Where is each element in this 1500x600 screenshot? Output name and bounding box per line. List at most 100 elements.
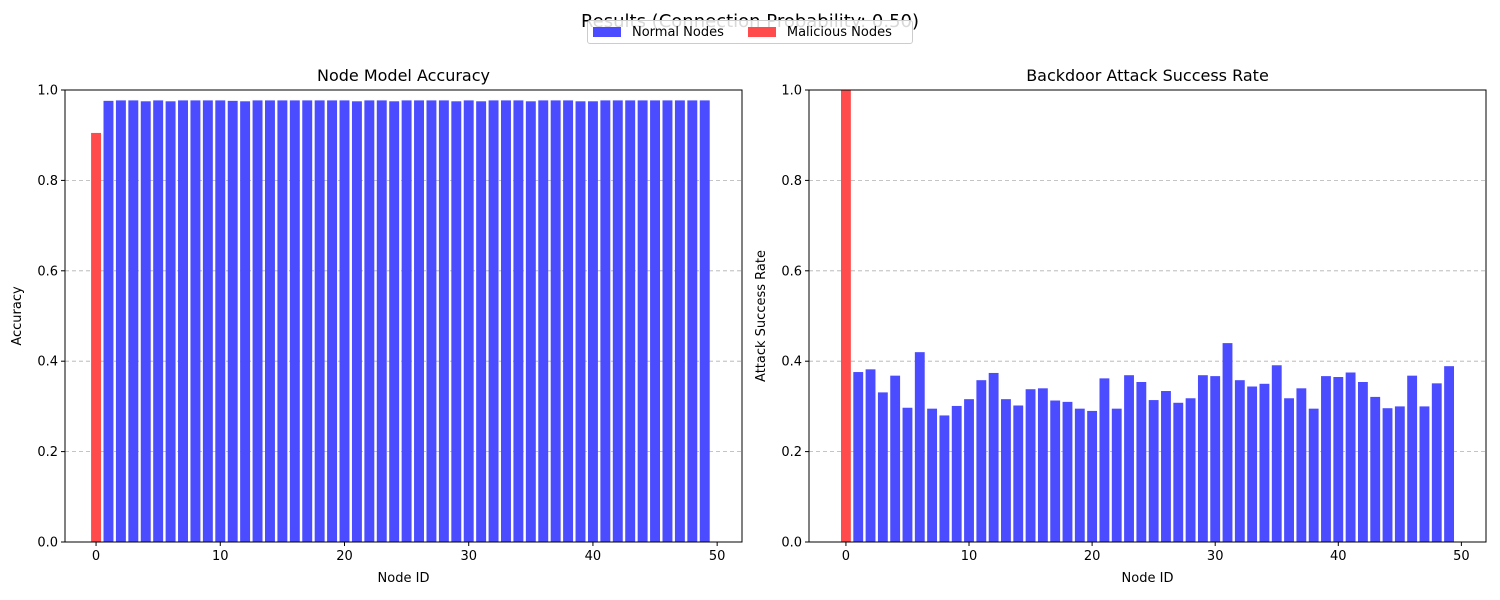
attack-bar-node-15 xyxy=(1025,389,1036,542)
accuracy-bar-node-32 xyxy=(488,100,499,543)
accuracy-bar-node-29 xyxy=(451,101,462,543)
attack-bar-node-11 xyxy=(976,380,987,542)
attack-bar-node-42 xyxy=(1357,381,1368,542)
accuracy-xtick-label: 0 xyxy=(92,549,100,564)
attack-bar-node-44 xyxy=(1382,408,1393,542)
accuracy-bar-node-37 xyxy=(550,100,561,543)
accuracy-bar-node-30 xyxy=(463,100,474,543)
attack-ytick-label: 0.8 xyxy=(781,174,802,189)
attack-xtick-label: 30 xyxy=(1207,549,1224,564)
attack-ytick-label: 0.2 xyxy=(781,445,802,460)
attack-bar-node-35 xyxy=(1271,365,1282,542)
attack-bar-node-49 xyxy=(1444,366,1454,542)
attack-xtick-label: 40 xyxy=(1330,549,1347,564)
attack-bar-node-7 xyxy=(927,408,938,542)
accuracy-bar-node-38 xyxy=(563,100,574,543)
attack-x-axis-label: Node ID xyxy=(1122,571,1174,586)
accuracy-bar-node-46 xyxy=(662,100,673,543)
accuracy-bar-node-21 xyxy=(351,101,362,543)
attack-bar-node-27 xyxy=(1173,402,1184,542)
attack-bar-node-8 xyxy=(939,415,950,542)
attack-plot-frame xyxy=(808,89,1487,543)
attack-xtick-label: 50 xyxy=(1453,549,1470,564)
accuracy-bar-node-47 xyxy=(674,100,685,543)
accuracy-bar-node-41 xyxy=(600,100,611,543)
legend: Normal Nodes Malicious Nodes xyxy=(587,20,913,44)
accuracy-bar-node-6 xyxy=(165,101,176,543)
accuracy-x-axis-label: Node ID xyxy=(378,571,430,586)
accuracy-y-axis-label: Accuracy xyxy=(10,286,25,346)
attack-bar-node-32 xyxy=(1234,380,1245,542)
accuracy-bar-node-13 xyxy=(252,100,263,543)
accuracy-bar-node-9 xyxy=(202,100,213,543)
attack-bar-node-45 xyxy=(1394,406,1405,542)
accuracy-xtick-label: 20 xyxy=(336,549,353,564)
attack-bar-node-14 xyxy=(1013,405,1024,542)
attack-bar-node-30 xyxy=(1210,376,1221,542)
attack-bar-node-43 xyxy=(1370,396,1381,542)
accuracy-bar-node-17 xyxy=(302,100,313,543)
accuracy-bar-node-42 xyxy=(612,100,623,543)
attack-bar-node-9 xyxy=(951,405,962,542)
attack-bar-node-12 xyxy=(988,372,999,542)
accuracy-bar-node-18 xyxy=(314,100,325,543)
attack-y-axis-label: Attack Success Rate xyxy=(754,250,769,382)
accuracy-bar-node-4 xyxy=(140,101,151,543)
accuracy-bar-node-43 xyxy=(625,100,636,543)
attack-bar-node-16 xyxy=(1037,388,1048,542)
attack-bar-node-6 xyxy=(914,352,925,542)
accuracy-bar-node-27 xyxy=(426,100,437,543)
accuracy-xtick-label: 50 xyxy=(709,549,726,564)
attack-bar-node-18 xyxy=(1062,401,1073,542)
attack-ytick-label: 1.0 xyxy=(781,84,802,99)
accuracy-bar-node-1 xyxy=(103,100,114,543)
accuracy-bar-node-49 xyxy=(699,100,710,543)
legend-item-malicious: Malicious Nodes xyxy=(747,24,892,40)
accuracy-bar-node-15 xyxy=(277,100,288,543)
accuracy-bar-node-28 xyxy=(438,100,449,543)
accuracy-bar-node-35 xyxy=(525,101,536,543)
attack-bar-node-38 xyxy=(1308,408,1319,542)
legend-label-malicious: Malicious Nodes xyxy=(786,24,892,40)
attack-bar-node-22 xyxy=(1111,408,1122,542)
attack-bar-node-19 xyxy=(1074,408,1085,542)
attack-bar-node-36 xyxy=(1284,398,1294,542)
accuracy-bar-node-14 xyxy=(264,100,275,543)
accuracy-bar-node-40 xyxy=(587,101,598,543)
attack-bar-node-17 xyxy=(1050,400,1061,542)
accuracy-bar-node-8 xyxy=(190,100,201,543)
attack-bar-node-25 xyxy=(1148,400,1159,542)
accuracy-bar-node-31 xyxy=(476,101,487,543)
attack-xtick-label: 10 xyxy=(961,549,978,564)
accuracy-xtick-label: 10 xyxy=(212,549,229,564)
accuracy-bar-node-16 xyxy=(289,100,300,543)
attack-xtick-label: 0 xyxy=(842,549,850,564)
attack-bar-node-37 xyxy=(1296,388,1307,542)
accuracy-bar-node-12 xyxy=(240,101,251,543)
accuracy-plot-frame xyxy=(64,89,743,543)
attack-bar-node-26 xyxy=(1161,391,1171,542)
accuracy-bar-node-7 xyxy=(178,100,188,543)
attack-bar-node-34 xyxy=(1259,383,1270,542)
accuracy-bar-node-33 xyxy=(501,100,511,543)
accuracy-bar-node-5 xyxy=(153,100,164,543)
accuracy-chart: 0 10 20 30 40 50 0.0 0.2 0.4 0.6 0.8 1.0 Node Model … xyxy=(10,66,743,586)
accuracy-xtick-label: 40 xyxy=(585,549,602,564)
accuracy-ytick-label: 0.2 xyxy=(37,445,58,460)
attack-bar-node-2 xyxy=(865,369,876,542)
accuracy-bar-node-3 xyxy=(128,100,139,543)
legend-item-normal: Normal Nodes xyxy=(593,25,724,40)
attack-success-chart: 0 10 20 30 40 50 0.0 0.2 0.4 0.6 0.8 1.0 Backdoor At… xyxy=(754,66,1487,586)
attack-bar-node-20 xyxy=(1087,410,1098,542)
accuracy-ytick-label: 0.6 xyxy=(37,264,58,279)
attack-bar-node-31 xyxy=(1222,343,1233,542)
attack-bar-node-39 xyxy=(1321,376,1331,542)
attack-bar-node-41 xyxy=(1345,372,1356,542)
accuracy-bar-node-26 xyxy=(414,100,424,543)
attack-bar-node-47 xyxy=(1419,406,1430,542)
accuracy-bar-node-25 xyxy=(401,100,412,543)
attack-bar-node-28 xyxy=(1185,398,1196,542)
attack-bar-node-1 xyxy=(853,372,864,542)
